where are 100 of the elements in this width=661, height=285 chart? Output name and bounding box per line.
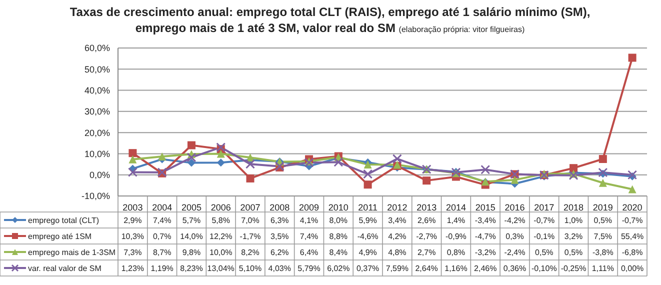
data-label: 7,4% bbox=[152, 216, 172, 225]
data-label: 4,9% bbox=[358, 248, 377, 257]
data-label: 12,2% bbox=[210, 232, 232, 241]
data-label: -0,9% bbox=[446, 232, 466, 241]
point bbox=[246, 174, 254, 182]
data-label: 8,2% bbox=[241, 248, 260, 257]
data-label: 1,16% bbox=[444, 264, 468, 273]
data-label: -0,10% bbox=[531, 264, 557, 273]
data-label: 0,36% bbox=[503, 264, 526, 273]
y-tick-label: 60,0% bbox=[84, 43, 110, 54]
x-tick-label: 2014 bbox=[446, 202, 466, 212]
x-tick-label: 2016 bbox=[504, 202, 525, 212]
data-label: -4,6% bbox=[357, 232, 378, 241]
chart-subtitle: (elaboração própria: vitor filgueiras) bbox=[398, 25, 525, 34]
data-label: 6,02% bbox=[327, 264, 350, 273]
data-label: 7,4% bbox=[300, 232, 318, 241]
point bbox=[363, 169, 373, 179]
data-label: 0,5% bbox=[564, 248, 583, 257]
data-label: 8,0% bbox=[329, 216, 348, 225]
data-label: 0,7% bbox=[152, 232, 172, 241]
y-tick-label: 40,0% bbox=[84, 85, 110, 96]
legend-label: emprego até 1SM bbox=[28, 232, 92, 241]
data-label: 1,0% bbox=[564, 216, 583, 225]
data-label: 5,79% bbox=[298, 264, 320, 273]
y-tick-label: 0,0% bbox=[89, 170, 110, 180]
data-label: 2,9% bbox=[124, 216, 142, 225]
data-label: 7,59% bbox=[386, 264, 409, 273]
data-label: -3,2% bbox=[474, 248, 496, 257]
point bbox=[128, 155, 137, 164]
point bbox=[364, 180, 372, 189]
x-tick-label: 2008 bbox=[270, 202, 290, 212]
data-label: 0,8% bbox=[446, 248, 466, 257]
data-label: 1,23% bbox=[121, 264, 144, 273]
x-tick-label: 2020 bbox=[622, 202, 642, 212]
data-label: 4,1% bbox=[300, 216, 318, 225]
data-label: 6,4% bbox=[300, 248, 318, 257]
x-tick-label: 2010 bbox=[328, 202, 348, 212]
data-label: 2,64% bbox=[415, 264, 438, 273]
point bbox=[187, 158, 196, 167]
data-label: 0,37% bbox=[356, 264, 380, 273]
data-label: 8,7% bbox=[152, 248, 172, 257]
legend-label: emprego mais de 1-3SM bbox=[28, 248, 116, 257]
x-tick-label: 2012 bbox=[387, 202, 408, 212]
x-tick-label: 2005 bbox=[181, 202, 202, 212]
data-label: 5,9% bbox=[358, 216, 377, 225]
y-tick-label: 10,0% bbox=[84, 148, 110, 159]
x-tick-label: 2013 bbox=[416, 202, 437, 212]
data-label: 5,10% bbox=[238, 264, 262, 273]
point bbox=[598, 178, 607, 187]
x-tick-label: 2007 bbox=[240, 202, 260, 212]
data-label: 4,2% bbox=[388, 232, 406, 241]
data-label: 9,8% bbox=[182, 248, 201, 257]
data-label: 3,2% bbox=[564, 232, 583, 241]
point bbox=[392, 154, 402, 164]
data-label: -4,2% bbox=[504, 216, 526, 225]
legend-label: var. real valor de SM bbox=[28, 264, 102, 273]
data-label: 0,00% bbox=[620, 264, 644, 273]
point bbox=[216, 158, 225, 167]
y-tick-label: 50,0% bbox=[84, 64, 110, 74]
data-label: 1,19% bbox=[150, 264, 174, 273]
point bbox=[187, 141, 196, 150]
data-label: 3,5% bbox=[270, 232, 289, 241]
point bbox=[628, 185, 636, 194]
point bbox=[510, 176, 519, 184]
data-label: -6,8% bbox=[622, 248, 643, 257]
data-label: 8,8% bbox=[329, 232, 348, 241]
y-tick-label: 20,0% bbox=[84, 128, 110, 138]
point bbox=[598, 155, 607, 163]
data-label: 4,8% bbox=[388, 248, 406, 257]
x-tick-label: 2019 bbox=[592, 202, 613, 212]
data-label: 5,7% bbox=[182, 216, 201, 225]
data-label: 55,4% bbox=[620, 232, 644, 241]
data-label: 3,4% bbox=[388, 216, 406, 225]
data-label: -0,1% bbox=[534, 232, 555, 241]
point bbox=[128, 168, 138, 178]
data-label: -0,7% bbox=[534, 216, 555, 225]
point bbox=[128, 149, 137, 158]
data-label: 8,23% bbox=[180, 264, 203, 273]
point bbox=[216, 142, 226, 152]
x-tick-label: 2003 bbox=[122, 202, 143, 212]
point bbox=[158, 152, 166, 160]
data-label: 7,3% bbox=[124, 248, 142, 257]
data-label: -0,25% bbox=[560, 264, 586, 273]
legend-label: emprego total (CLT) bbox=[28, 216, 100, 225]
data-label: 8,4% bbox=[329, 248, 348, 257]
data-label: -3,4% bbox=[474, 216, 496, 225]
data-label: 7,5% bbox=[594, 232, 612, 241]
x-tick-label: 2004 bbox=[152, 202, 172, 212]
y-tick-label: -10,0% bbox=[81, 191, 110, 202]
point bbox=[186, 152, 196, 162]
x-tick-label: 2006 bbox=[210, 202, 231, 212]
data-label: 1,11% bbox=[592, 264, 614, 273]
point bbox=[422, 176, 431, 185]
point bbox=[628, 54, 636, 62]
data-label: -0,7% bbox=[622, 216, 643, 225]
data-label: 10,3% bbox=[121, 232, 144, 241]
data-label: 0,3% bbox=[506, 232, 524, 241]
data-label: 14,0% bbox=[180, 232, 203, 241]
data-label: 0,5% bbox=[594, 216, 612, 225]
data-label: -4,7% bbox=[474, 232, 496, 241]
